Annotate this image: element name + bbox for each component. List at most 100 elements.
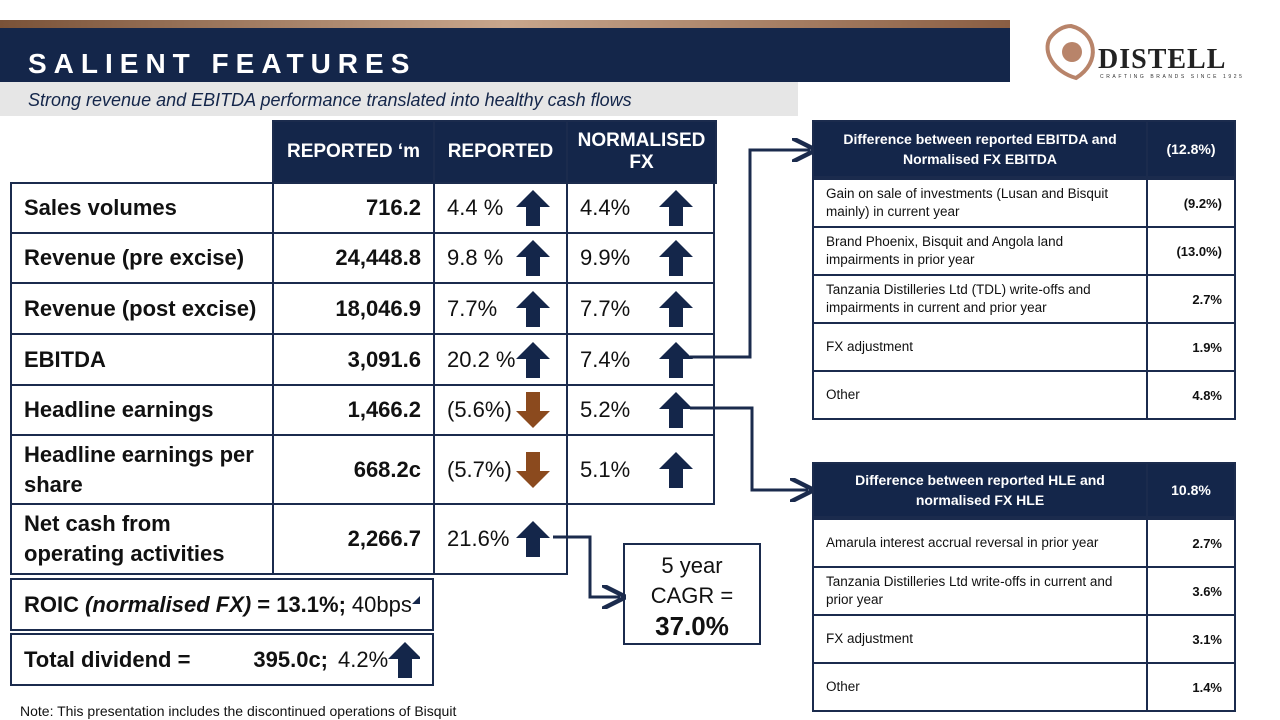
up-arrow [516, 290, 550, 327]
reported-text: 21.6% [447, 526, 510, 551]
column-header: REPORTED [433, 120, 568, 184]
reported-text: (5.6%) [447, 397, 512, 422]
side-table-total: (12.8%) [1146, 120, 1236, 178]
note: Note: This presentation includes the dis… [20, 703, 457, 719]
side-row-label: Other [812, 370, 1148, 420]
side-row-label: Tanzania Distilleries Ltd write-offs in … [812, 566, 1148, 616]
row-value-text: 2,266.7 [347, 526, 421, 551]
side-row-value: (9.2%) [1146, 178, 1236, 228]
side-table-title-text: Difference between reported HLE and norm… [855, 472, 1105, 508]
side-row-label-text: Brand Phoenix, Bisquit and Angola land i… [826, 234, 1064, 267]
row-label-text: Revenue (pre excise) [24, 245, 245, 270]
roic-change: 40bps [351, 591, 412, 617]
up-arrow [659, 341, 693, 378]
up-arrow [659, 290, 693, 327]
side-row-value-text: 1.4% [1192, 679, 1222, 695]
normalised-cell: 5.2% [566, 384, 715, 436]
side-table-total-text: (12.8%) [1166, 141, 1216, 157]
logo-icon [1045, 23, 1095, 81]
cagr-value: 37.0% [655, 611, 729, 641]
side-row-label-text: FX adjustment [826, 339, 914, 354]
dividend-box: Total dividend = 395.0c; 4.2% [10, 633, 434, 686]
roic-box: ROIC (normalised FX) = 13.1%; 40bps [10, 578, 434, 631]
side-row-value-text: 4.8% [1192, 387, 1222, 403]
reported-cell: 4.4 % [433, 182, 568, 234]
row-label: Net cash from operating activities [10, 503, 274, 575]
row-value: 1,466.2 [272, 384, 435, 436]
title: SALIENT FEATURES [28, 48, 417, 79]
row-value: 24,448.8 [272, 232, 435, 284]
row-value: 3,091.6 [272, 333, 435, 386]
row-value: 2,266.7 [272, 503, 435, 575]
side-row-value: 2.7% [1146, 274, 1236, 324]
normalised-text: 5.2% [580, 397, 631, 422]
side-row-value: 4.8% [1146, 370, 1236, 420]
row-value-text: 716.2 [365, 195, 421, 220]
dividend-change: 4.2% [338, 646, 389, 672]
logo-name: DISTELL [1098, 44, 1227, 75]
side-row-value: 3.6% [1146, 566, 1236, 616]
side-table-total: 10.8% [1146, 462, 1236, 518]
row-value-text: 18,046.9 [335, 295, 421, 321]
side-row-label: Tanzania Distilleries Ltd (TDL) write-of… [812, 274, 1148, 324]
column-header: REPORTED ‘m [272, 120, 435, 184]
up-arrow [659, 392, 693, 428]
side-row-value: 2.7% [1146, 518, 1236, 568]
side-row-value: 1.4% [1146, 662, 1236, 712]
normalised-text: 5.1% [580, 456, 631, 482]
row-label-text: Revenue (post excise) [24, 295, 257, 321]
reported-text: 4.4 % [447, 195, 504, 220]
reported-text: 20.2 % [447, 346, 516, 372]
side-row-value: 1.9% [1146, 322, 1236, 372]
roic-label: ROIC [24, 591, 79, 617]
side-row-label: FX adjustment [812, 322, 1148, 372]
normalised-text: 7.4% [580, 346, 631, 372]
side-row-value-text: 2.7% [1192, 535, 1222, 551]
column-header-text: NORMALISED FX [577, 130, 706, 173]
subtitle: Strong revenue and EBITDA performance tr… [28, 90, 632, 110]
side-table-title-text: Difference between reported EBITDA and N… [843, 131, 1117, 167]
side-row-label-text: Amarula interest accrual reversal in pri… [826, 535, 1099, 550]
side-row-label: Other [812, 662, 1148, 712]
row-label-text: Sales volumes [24, 195, 177, 220]
down-arrow [516, 392, 550, 428]
normalised-text: 7.7% [580, 295, 631, 321]
normalised-cell: 5.1% [566, 434, 715, 505]
subtitle-band [0, 82, 798, 116]
side-row-label-text: Tanzania Distilleries Ltd write-offs in … [826, 574, 1113, 607]
up-arrow [516, 240, 550, 276]
side-table-title: Difference between reported EBITDA and N… [812, 120, 1148, 178]
title-band [0, 28, 1010, 82]
up-arrow [516, 341, 550, 378]
side-row-value-text: 1.9% [1192, 339, 1222, 355]
column-header-text: REPORTED [447, 141, 554, 162]
reported-cell: 21.6% [433, 503, 568, 575]
row-label: Revenue (post excise) [10, 282, 274, 335]
row-label: EBITDA [10, 333, 274, 386]
side-row-value-text: (9.2%) [1183, 195, 1222, 211]
side-row-label-text: FX adjustment [826, 631, 914, 646]
row-value-text: 24,448.8 [335, 245, 421, 270]
side-row-value-text: 2.7% [1192, 291, 1222, 307]
roic-qualifier: (normalised FX) [85, 591, 252, 617]
side-row-label-text: Tanzania Distilleries Ltd (TDL) write-of… [826, 282, 1091, 315]
reported-text: 9.8 % [447, 245, 504, 270]
side-row-value-text: 3.1% [1192, 631, 1222, 647]
up-arrow [388, 641, 420, 678]
dividend-label: Total dividend = [24, 646, 191, 672]
reported-text: (5.7%) [447, 456, 512, 482]
side-row-value-text: (13.0%) [1176, 243, 1222, 259]
side-row-label: Brand Phoenix, Bisquit and Angola land i… [812, 226, 1148, 276]
row-value-text: 668.2c [353, 456, 421, 482]
row-value: 18,046.9 [272, 282, 435, 335]
side-row-label-text: Gain on sale of investments (Lusan and B… [826, 186, 1109, 219]
row-label: Revenue (pre excise) [10, 232, 274, 284]
row-label: Sales volumes [10, 182, 274, 234]
up-arrow [659, 451, 693, 488]
row-value-text: 1,466.2 [347, 397, 421, 422]
reported-cell: (5.6%) [433, 384, 568, 436]
reported-cell: 9.8 % [433, 232, 568, 284]
dividend-value: 395.0c; [253, 646, 329, 672]
